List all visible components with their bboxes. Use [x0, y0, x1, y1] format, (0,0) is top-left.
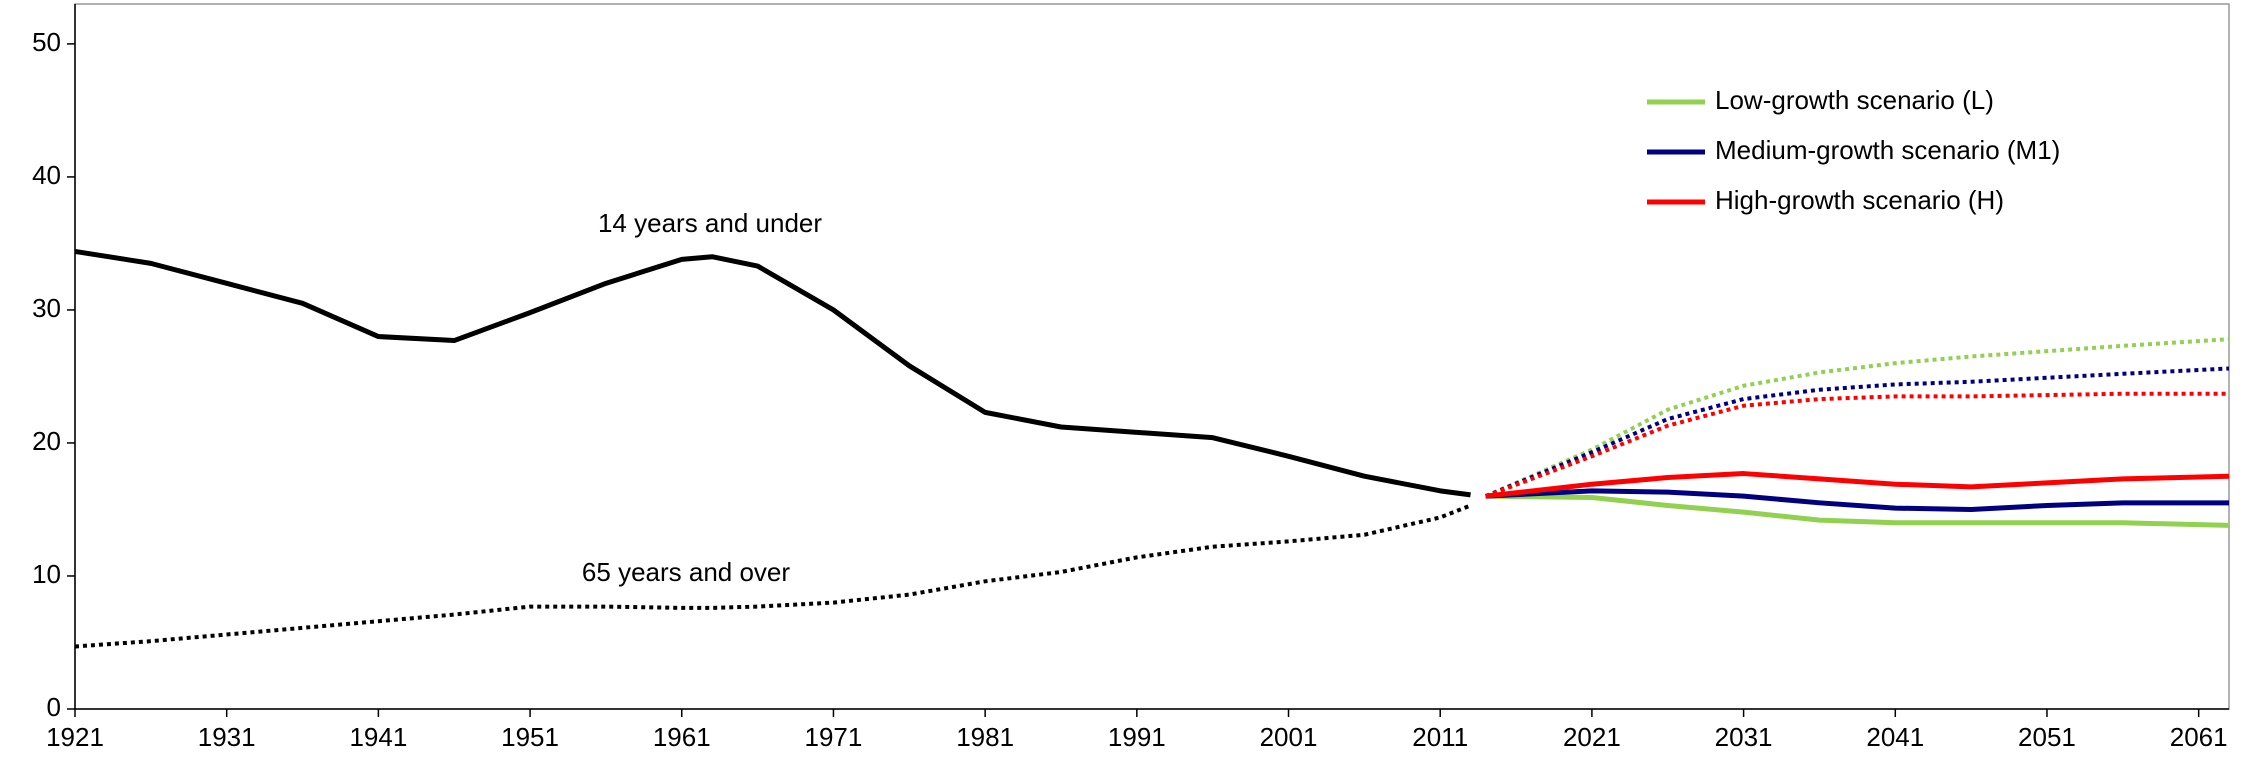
x-tick-label: 2061: [2170, 722, 2228, 752]
x-tick-label: 1971: [805, 722, 863, 752]
projection-line-under-15: [1485, 493, 2230, 528]
x-tick-label: 1921: [46, 722, 104, 752]
x-tick-label: 1961: [653, 722, 711, 752]
historical-line: [74, 248, 1471, 498]
x-tick-label: 2011: [1412, 722, 1468, 752]
x-tick-label: 2041: [1866, 722, 1924, 752]
x-tick-label: 1951: [501, 722, 559, 752]
annotation: 65 years and over: [582, 557, 790, 587]
x-tick-label: 2001: [1260, 722, 1318, 752]
x-tick-label: 2051: [2018, 722, 2076, 752]
x-tick-label: 1991: [1108, 722, 1166, 752]
y-tick-label: 10: [32, 559, 61, 589]
historical-line: [74, 503, 1472, 649]
projection-line-over-64: [1484, 366, 2230, 499]
y-tick-label: 30: [32, 293, 61, 323]
annotation: 14 years and under: [598, 208, 822, 238]
projection-line-over-64: [1485, 391, 2229, 499]
y-tick-label: 40: [32, 160, 61, 190]
legend-label: High-growth scenario (H): [1715, 185, 2004, 215]
legend-label: Low-growth scenario (L): [1715, 85, 1994, 115]
y-tick-label: 0: [47, 692, 61, 722]
y-tick-label: 20: [32, 426, 61, 456]
x-tick-label: 2021: [1563, 722, 1621, 752]
x-tick-label: 1941: [349, 722, 407, 752]
legend-label: Medium-growth scenario (M1): [1715, 135, 2060, 165]
projection-line-under-15: [1485, 471, 2230, 499]
projection-line-over-64: [1484, 337, 2230, 499]
projection-line-under-15: [1485, 488, 2229, 512]
x-tick-label: 1981: [956, 722, 1014, 752]
x-tick-label: 2031: [1715, 722, 1773, 752]
y-tick-label: 50: [32, 27, 61, 57]
x-tick-label: 1931: [198, 722, 256, 752]
